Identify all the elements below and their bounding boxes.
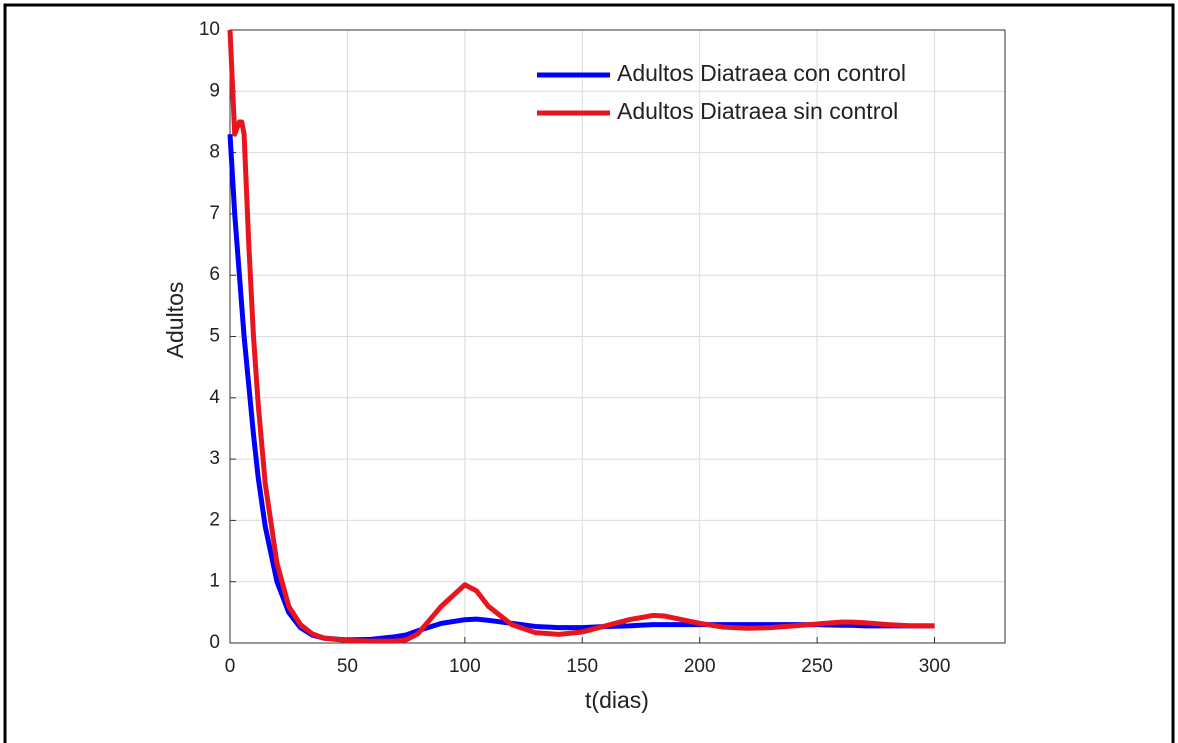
y-tick-label: 8: [209, 142, 220, 163]
y-tick-label: 7: [209, 203, 220, 224]
x-axis-label: t(dias): [585, 687, 649, 713]
y-tick-label: 0: [209, 632, 220, 653]
y-tick-label: 5: [209, 326, 220, 347]
x-tick-label: 0: [225, 656, 236, 677]
y-axis-label: Adultos: [162, 282, 188, 359]
x-tick-label: 150: [566, 656, 598, 677]
legend-label: Adultos Diatraea sin control: [617, 98, 898, 124]
y-tick-label: 10: [199, 19, 220, 40]
y-tick-label: 3: [209, 448, 220, 469]
x-tick-label: 250: [801, 656, 833, 677]
legend-label: Adultos Diatraea con control: [617, 60, 906, 86]
frame: [3, 3, 1175, 743]
y-tick-label: 6: [209, 264, 220, 285]
y-tick-label: 4: [209, 387, 220, 408]
x-tick-label: 300: [919, 656, 951, 677]
axes-box: [229, 29, 1006, 644]
y-tick-label: 1: [209, 571, 220, 592]
x-tick-label: 50: [337, 656, 358, 677]
y-tick-label: 2: [209, 509, 220, 530]
x-tick-label: 100: [449, 656, 481, 677]
data-line: [227, 29, 935, 644]
x-tick-label: 200: [684, 656, 716, 677]
y-tick-label: 9: [209, 80, 220, 101]
